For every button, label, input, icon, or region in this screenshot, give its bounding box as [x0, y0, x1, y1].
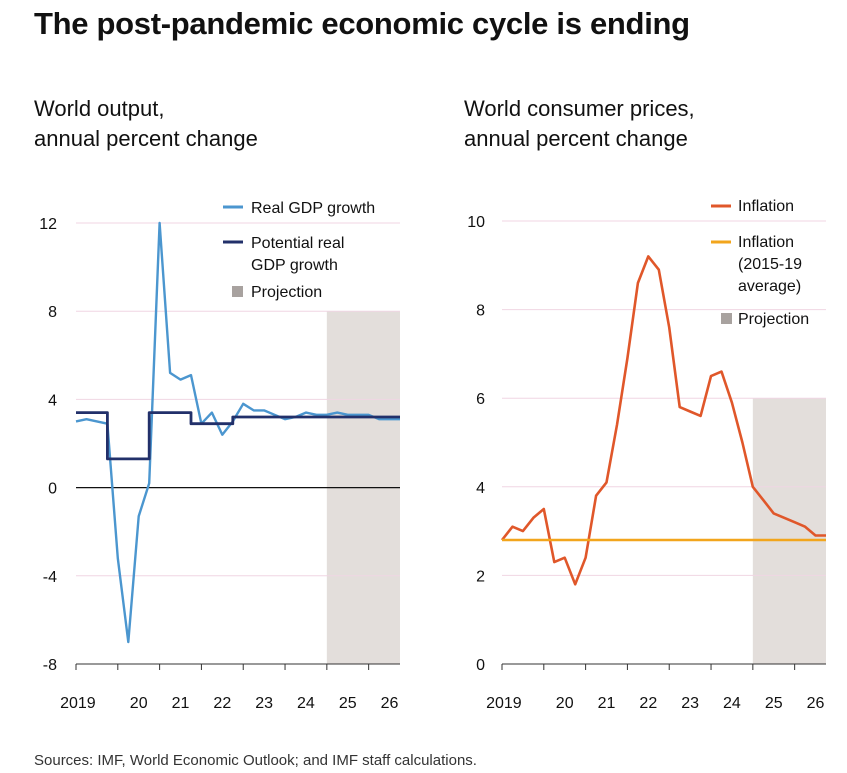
output-y-tick-label: 4 — [48, 392, 57, 409]
output-subtitle-line-1: World output, — [34, 96, 165, 121]
output-potential-line — [76, 411, 400, 461]
prices-y-tick-label: 0 — [476, 657, 485, 674]
output-y-tick-label: -8 — [43, 657, 57, 674]
prices-y-tick-label: 6 — [476, 391, 485, 408]
legend-inflation-label: Inflation — [738, 198, 794, 215]
legend-potential-label-line-1: Potential real — [251, 235, 344, 252]
chart-title: The post-pandemic economic cycle is endi… — [34, 6, 690, 41]
source-note: Sources: IMF, World Economic Outlook; an… — [34, 752, 477, 769]
output-chart-subtitle: World output, annual percent change — [34, 94, 258, 154]
output-legend: Real GDP growth Potential real GDP growt… — [223, 200, 375, 301]
prices-subtitle-line-1: World consumer prices, — [464, 96, 695, 121]
legend-projection-swatch — [232, 286, 243, 297]
legend-projection-label: Projection — [251, 284, 322, 301]
output-y-tick-label: -4 — [43, 569, 57, 586]
prices-inflation-line — [500, 255, 826, 586]
output-x-tick-label: 26 — [381, 695, 399, 712]
prices-y-tick-label: 10 — [467, 214, 485, 231]
prices-y-tick-label: 2 — [476, 568, 485, 585]
legend-potential-label-line-2: GDP growth — [251, 257, 338, 274]
legend-projection-label: Projection — [738, 311, 809, 328]
prices-x-tick-label: 2019 — [486, 695, 522, 712]
prices-subtitle-line-2: annual percent change — [464, 126, 688, 151]
legend-inflation-avg-label-line-3: average) — [738, 278, 801, 295]
legend-inflation-avg-label-line-1: Inflation — [738, 234, 794, 251]
prices-x-tick-label: 23 — [681, 695, 699, 712]
output-y-tick-label: 12 — [39, 216, 57, 233]
legend-inflation-avg-label-line-2: (2015-19 — [738, 256, 802, 273]
legend-projection-swatch — [721, 313, 732, 324]
output-y-tick-label: 0 — [48, 481, 57, 498]
output-chart: 12 8 4 0 -4 -8 2019 20 21 22 23 24 25 26 Real GDP gro… — [39, 200, 400, 712]
output-subtitle-line-2: annual percent change — [34, 126, 258, 151]
output-x-tick-label: 20 — [130, 695, 148, 712]
output-gdp-line — [75, 221, 400, 644]
prices-x-tick-label: 24 — [723, 695, 741, 712]
output-y-tick-label: 8 — [48, 304, 57, 321]
prices-legend: Inflation Inflation (2015-19 average) Pr… — [711, 198, 809, 328]
output-x-tick-label: 21 — [172, 695, 190, 712]
legend-gdp-label: Real GDP growth — [251, 200, 375, 217]
output-x-tick-label: 23 — [255, 695, 273, 712]
prices-x-tick-label: 25 — [765, 695, 783, 712]
prices-chart-subtitle: World consumer prices, annual percent ch… — [464, 94, 695, 154]
prices-y-tick-label: 8 — [476, 303, 485, 320]
prices-x-tick-label: 22 — [639, 695, 657, 712]
output-x-tick-label: 25 — [339, 695, 357, 712]
prices-x-tick-label: 21 — [598, 695, 616, 712]
prices-x-tick-label: 20 — [556, 695, 574, 712]
prices-projection-area — [752, 398, 826, 664]
output-x-tick-label: 24 — [297, 695, 315, 712]
prices-y-tick-label: 4 — [476, 480, 485, 497]
output-x-tick-label: 22 — [213, 695, 231, 712]
output-x-tick-label: 2019 — [60, 695, 96, 712]
prices-x-tick-label: 26 — [807, 695, 825, 712]
